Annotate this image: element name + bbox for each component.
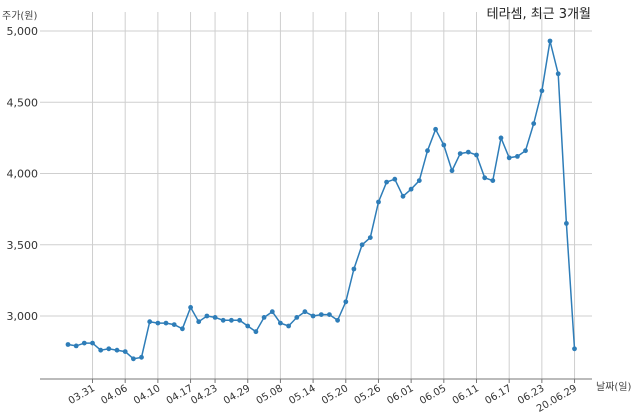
price-line: [67, 40, 576, 360]
data-point: [515, 154, 520, 159]
data-point: [106, 346, 112, 352]
data-point: [73, 343, 79, 349]
data-point: [180, 326, 185, 332]
x-tick-label: 05.26: [353, 383, 383, 407]
data-point: [98, 347, 104, 353]
x-tick-label: 06.17: [483, 383, 513, 407]
data-point: [310, 313, 316, 319]
y-tick-label: 4,000: [7, 168, 39, 181]
x-tick-label: 05.20: [320, 383, 350, 407]
data-point: [261, 315, 267, 320]
data-point: [147, 319, 153, 325]
data-point: [139, 354, 144, 360]
y-tick-label: 4,500: [7, 96, 39, 109]
data-point: [90, 340, 95, 346]
y-tick-label: 3,000: [7, 310, 39, 323]
data-point: [253, 329, 259, 335]
data-point: [318, 312, 324, 317]
data-point: [433, 126, 438, 132]
data-point: [286, 323, 291, 329]
x-tick-label: 04.23: [189, 383, 219, 407]
data-points: [65, 38, 577, 362]
data-point: [564, 221, 569, 226]
data-point: [400, 193, 406, 199]
data-point: [416, 178, 422, 184]
x-tick-label: 05.08: [255, 383, 285, 407]
data-point: [65, 342, 71, 347]
data-point: [237, 317, 243, 323]
data-point: [204, 313, 210, 319]
y-tick-labels: 3,000 3,500 4,000 4,500 5,000: [7, 25, 39, 323]
data-point: [572, 346, 577, 352]
data-point: [441, 142, 447, 148]
data-point: [359, 242, 365, 248]
data-point: [523, 148, 528, 154]
x-tick-label: 04.29: [222, 383, 252, 407]
grid-layer: [40, 12, 592, 383]
data-point: [229, 317, 234, 323]
y-axis-label: 주가(원): [2, 10, 38, 22]
data-point: [490, 178, 496, 184]
data-point: [531, 121, 537, 126]
data-point: [269, 309, 275, 315]
data-point: [392, 176, 398, 182]
data-point: [555, 71, 561, 77]
x-tick-label: 05.14: [287, 383, 317, 407]
data-point: [163, 320, 169, 326]
data-point: [131, 356, 136, 362]
data-point: [408, 186, 414, 192]
data-point: [327, 312, 332, 317]
x-tick-label: 06.05: [418, 383, 448, 407]
y-tick-label: 3,500: [7, 239, 39, 252]
data-point: [114, 347, 120, 353]
x-tick-label: 04.06: [99, 383, 129, 407]
data-point: [81, 340, 87, 346]
data-point: [335, 317, 340, 323]
data-point: [171, 322, 177, 327]
data-point: [367, 235, 373, 241]
x-tick-label: 04.10: [132, 383, 162, 407]
data-point: [343, 299, 349, 305]
data-point: [457, 151, 463, 157]
data-point: [474, 152, 479, 158]
data-point: [196, 319, 202, 325]
x-tick-label: 06.11: [451, 383, 481, 407]
data-point: [351, 266, 357, 272]
data-point: [539, 88, 545, 94]
x-tick-label: 03.31: [67, 383, 97, 407]
data-point: [384, 179, 389, 185]
data-point: [294, 315, 300, 320]
data-point: [155, 320, 161, 326]
data-point: [245, 323, 251, 329]
data-point: [376, 199, 381, 205]
data-point: [498, 135, 504, 141]
data-point: [506, 155, 512, 161]
data-point: [122, 349, 128, 354]
data-point: [425, 148, 430, 154]
data-point: [449, 168, 455, 174]
x-axis-label: 날짜(일): [596, 381, 632, 393]
x-tick-label: 04.17: [165, 383, 195, 407]
x-tick-label: 06.01: [385, 383, 415, 407]
data-point: [278, 320, 283, 326]
data-point: [212, 315, 218, 320]
chart-title: 테라셈, 최근 3개월: [487, 7, 591, 22]
data-point: [302, 309, 308, 315]
data-point: [465, 149, 471, 155]
data-point: [188, 305, 194, 310]
y-tick-label: 5,000: [7, 25, 39, 38]
data-point: [547, 38, 553, 44]
data-point: [482, 175, 488, 181]
data-point: [220, 317, 226, 323]
